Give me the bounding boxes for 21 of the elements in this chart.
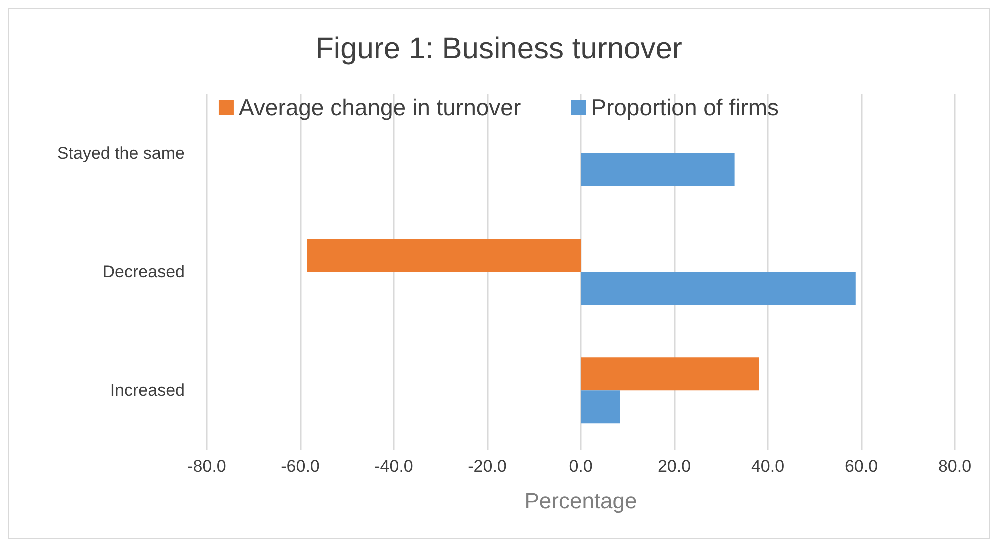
bar bbox=[581, 272, 856, 305]
x-tick-label: 60.0 bbox=[844, 457, 878, 476]
y-tick-label: Increased bbox=[110, 381, 185, 400]
chart-title: Figure 1: Business turnover bbox=[316, 32, 682, 66]
x-tick-label: -60.0 bbox=[281, 457, 320, 476]
y-tick-label: Decreased bbox=[102, 262, 185, 282]
x-axis-title: Percentage bbox=[524, 488, 638, 514]
x-tick-label: 20.0 bbox=[658, 457, 692, 476]
x-tick-label: 0.0 bbox=[569, 457, 593, 476]
legend-label: Proportion of firms bbox=[591, 94, 780, 120]
legend-label: Average change in turnover bbox=[238, 94, 522, 120]
bar bbox=[581, 390, 620, 424]
bar bbox=[581, 358, 760, 391]
bar bbox=[307, 239, 581, 272]
x-tick-label: -80.0 bbox=[188, 457, 226, 476]
x-tick-label: -40.0 bbox=[374, 457, 414, 476]
bar bbox=[581, 153, 735, 186]
x-tick-label: 80.0 bbox=[938, 457, 972, 476]
y-tick-label: Stayed the same bbox=[57, 144, 185, 163]
x-tick-label: 40.0 bbox=[751, 457, 785, 476]
x-tick-label: -20.0 bbox=[468, 457, 507, 476]
